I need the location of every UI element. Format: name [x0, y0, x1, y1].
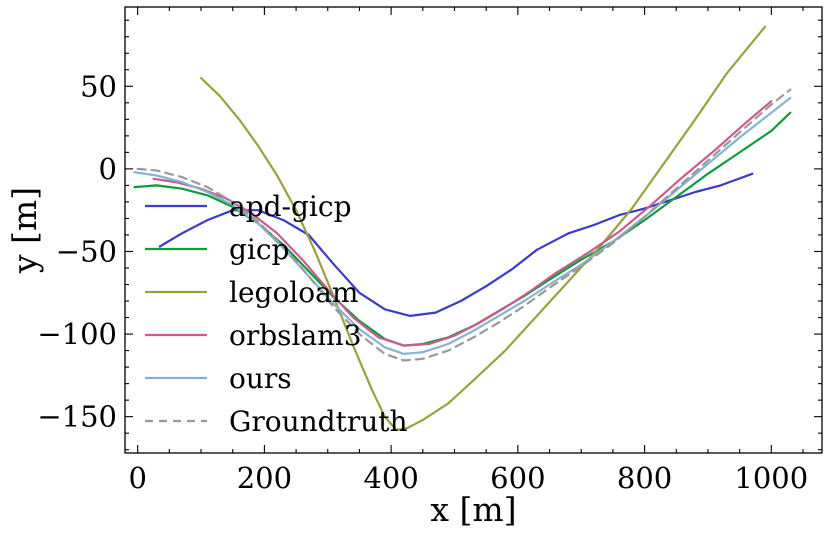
y-tick-label: −100 [37, 317, 117, 351]
y-tick-label: 0 [99, 152, 117, 186]
legend-label-ours: ours [229, 362, 292, 395]
y-tick-label: 50 [80, 69, 117, 103]
series-line-gicp [133, 111, 792, 347]
plot-frame [124, 6, 823, 454]
x-tick-label: 0 [128, 461, 146, 495]
y-axis-label: y [m] [5, 187, 44, 274]
x-tick-label: 600 [490, 461, 545, 495]
series-line-orbslam3 [152, 100, 773, 347]
x-tick-label: 800 [617, 461, 672, 495]
y-tick-label: −150 [37, 400, 117, 434]
legend: apd-gicp gicp legoloam orbslam3 ours Groundtr… [145, 190, 408, 438]
legend-label-orbslam3: orbslam3 [229, 319, 362, 352]
series-line-legoloam [199, 25, 767, 431]
legend-label-apd-gicp: apd-gicp [229, 190, 352, 223]
x-axis-label: x [m] [430, 490, 516, 529]
legend-label-gicp: gicp [229, 233, 289, 266]
x-tick-label: 1000 [734, 461, 808, 495]
x-tick-label: 200 [237, 461, 292, 495]
ticks-layer: 0 200 400 600 800 1000 50 0 −50 −100 −150 [37, 7, 822, 495]
x-tick-label: 400 [363, 461, 418, 495]
legend-label-legoloam: legoloam [229, 276, 358, 309]
series-line-groundtruth [136, 88, 792, 362]
series-layer [133, 25, 792, 431]
y-tick-label: −50 [56, 234, 117, 268]
series-line-ours [133, 96, 792, 355]
legend-label-groundtruth: Groundtruth [229, 405, 408, 438]
